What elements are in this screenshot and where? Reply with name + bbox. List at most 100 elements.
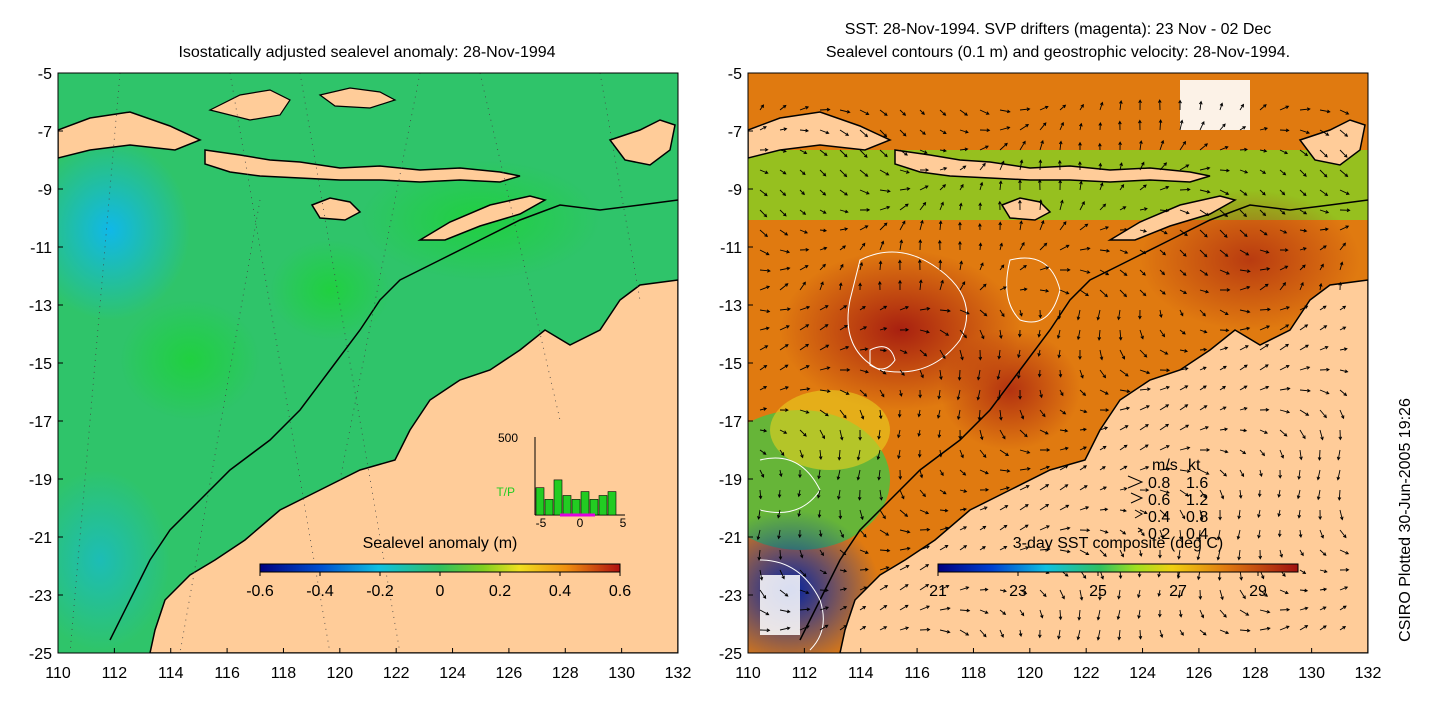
velocity-arrow	[1259, 209, 1267, 217]
velocity-arrow	[1119, 349, 1126, 360]
velocity-arrow	[779, 209, 787, 217]
velocity-arrow	[956, 389, 961, 401]
velocity-arrow	[1279, 306, 1290, 311]
velocity-arrow	[959, 469, 967, 476]
velocity-arrow	[1279, 169, 1287, 176]
velocity-arrow	[1039, 389, 1043, 399]
velocity-arrow	[1339, 529, 1347, 539]
right-lon-ticks: 110 112 114 116 118 120 122 124 126 128 130 132	[735, 648, 1381, 682]
velocity-arrow	[779, 104, 787, 111]
velocity-arrow	[877, 469, 881, 481]
velocity-arrow	[1118, 329, 1123, 341]
velocity-arrow	[1119, 206, 1127, 211]
velocity-arrow	[1259, 325, 1271, 331]
velocity-arrow	[1239, 364, 1248, 371]
velocity-arrow	[779, 249, 791, 254]
velocity-arrow	[979, 609, 989, 614]
velocity-arrow	[1138, 99, 1142, 111]
inset-bar	[589, 499, 599, 516]
velocity-arrow	[919, 329, 930, 334]
velocity-arrow	[856, 469, 861, 481]
velocity-arrow	[1017, 329, 1022, 338]
velocity-arrow	[1279, 409, 1291, 414]
velocity-arrow	[1058, 609, 1063, 621]
velocity-arrow	[1339, 109, 1350, 115]
velocity-arrow	[1319, 367, 1330, 372]
velocity-arrow	[1139, 184, 1147, 191]
right-warm-ne	[1140, 190, 1360, 330]
left-lat-ticks: -5 -7 -9 -11 -13 -15 -17 -19 -21 -23 -25	[29, 66, 63, 663]
velocity-arrow	[879, 327, 888, 331]
velocity-arrow	[1159, 423, 1170, 431]
velocity-arrow	[1139, 405, 1150, 411]
velocity-arrow	[956, 409, 961, 421]
velocity-arrow	[1199, 509, 1204, 521]
velocity-arrow	[1259, 169, 1267, 174]
velocity-arrow	[1219, 328, 1230, 333]
lat-tick-label: -9	[38, 182, 52, 199]
velocity-arrow	[917, 449, 922, 458]
velocity-arrow	[1138, 119, 1142, 131]
velocity-arrow	[999, 469, 1011, 473]
velocity-arrow	[1257, 489, 1262, 498]
right-northeast-islands	[1298, 119, 1366, 166]
velocity-arrow	[1139, 329, 1144, 340]
left-cyan-anomaly-west	[58, 140, 190, 320]
lon-tick-label: 126	[1186, 665, 1213, 682]
velocity-arrow	[999, 286, 1007, 291]
velocity-arrow	[779, 127, 788, 131]
velocity-arrow	[1239, 285, 1251, 291]
lon-tick-label: 116	[904, 665, 930, 682]
velocity-arrow	[1177, 549, 1181, 560]
left-java-land	[58, 111, 202, 159]
right-colorbar-label: 3-day SST composite (deg C)	[1013, 535, 1223, 552]
inset-xtick-left: -5	[536, 516, 547, 530]
velocity-arrow	[979, 587, 989, 592]
velocity-arrow	[1299, 247, 1307, 251]
velocity-arrow	[819, 246, 828, 251]
velocity-arrow	[1139, 207, 1148, 211]
velocity-arrow	[1078, 161, 1082, 171]
velocity-arrow	[1099, 289, 1108, 298]
velocity-arrow	[759, 169, 769, 174]
velocity-arrow	[1037, 349, 1041, 357]
velocity-arrow	[938, 220, 943, 231]
velocity-arrow	[1078, 349, 1082, 360]
velocity-arrow	[1158, 549, 1162, 559]
velocity-arrow	[1298, 529, 1303, 538]
velocity-arrow	[819, 549, 825, 557]
velocity-arrow	[999, 486, 1010, 491]
velocity-arrow	[1059, 409, 1067, 415]
plotted-footer: CSIRO Plotted 30-Jun-2005 19:26	[1397, 398, 1414, 642]
velocity-arrow	[1039, 105, 1049, 111]
velocity-arrow	[1099, 101, 1104, 111]
velocity-arrow	[1219, 249, 1229, 257]
velocity-arrow	[1199, 120, 1205, 131]
velocity-arrow	[858, 282, 862, 291]
velocity-arrow	[1219, 123, 1226, 131]
velocity-arrow	[1279, 105, 1290, 111]
velocity-arrow	[859, 109, 870, 115]
velocity-arrow	[1179, 329, 1186, 335]
velocity-arrow	[1098, 142, 1102, 151]
velocity-arrow	[1259, 189, 1266, 196]
velocity-arrow	[1019, 309, 1023, 317]
velocity-arrow	[819, 389, 831, 393]
velocity-arrow	[1299, 409, 1310, 416]
velocity-arrow	[1159, 229, 1168, 235]
velocity-arrow	[1099, 486, 1107, 491]
velocity-arrow	[799, 365, 810, 371]
velocity-arrow	[1137, 589, 1141, 599]
velocity-arrow	[919, 369, 924, 379]
velocity-arrow	[979, 283, 987, 291]
velocity-arrow	[1219, 209, 1229, 218]
velocity-arrow	[999, 329, 1003, 340]
velocity-arrow	[1039, 409, 1046, 418]
velocity-arrow	[938, 259, 943, 271]
velocity-arrow	[1076, 309, 1081, 321]
velocity-arrow	[939, 279, 944, 291]
velocity-arrow	[1099, 408, 1110, 412]
velocity-arrow	[779, 569, 785, 580]
velocity-arrow	[779, 626, 791, 631]
velocity-arrow	[1139, 269, 1146, 276]
